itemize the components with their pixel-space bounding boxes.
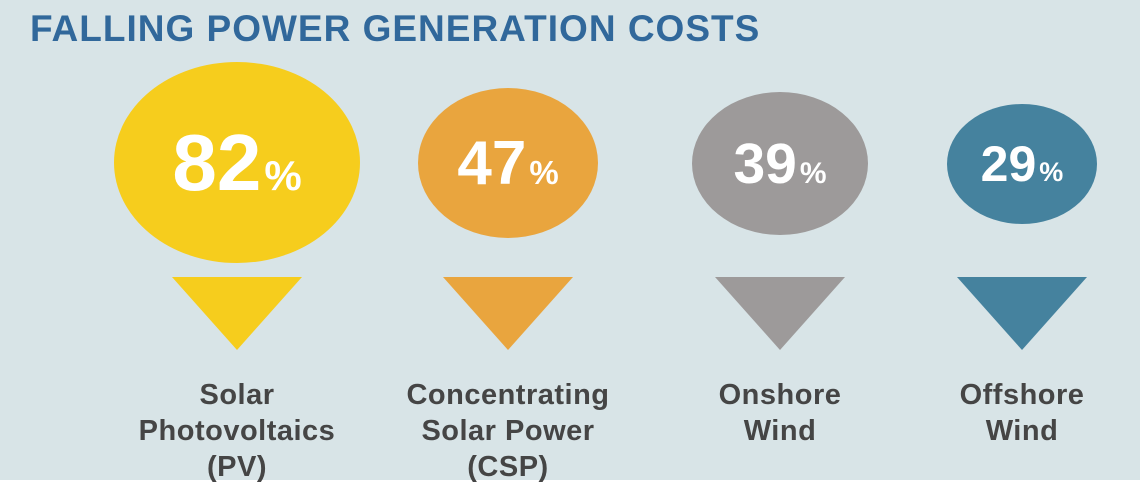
- item-label: Solar Photovoltaics (PV): [97, 377, 377, 485]
- percent-sign: %: [1039, 157, 1064, 187]
- label-line: Photovoltaics: [138, 415, 336, 447]
- bubble-csp: 47%: [418, 88, 598, 238]
- label-line: (CSP): [467, 451, 549, 483]
- percent-sign: %: [264, 151, 302, 199]
- bubble-onshore-wind: 39%: [692, 92, 868, 235]
- item-solar-pv: 82% Solar Photovoltaics (PV): [97, 0, 377, 483]
- item-label: Offshore Wind: [882, 377, 1140, 449]
- item-csp: 47% Concentrating Solar Power (CSP): [368, 0, 648, 483]
- label-line: Concentrating: [406, 379, 610, 411]
- percent-text: 29%: [981, 135, 1064, 193]
- item-label: Onshore Wind: [640, 377, 920, 449]
- item-onshore-wind: 39% Onshore Wind: [640, 0, 920, 480]
- down-arrow-icon: [443, 277, 573, 350]
- item-offshore-wind: 29% Offshore Wind: [882, 0, 1140, 480]
- percent-sign: %: [799, 156, 827, 190]
- percent-text: 82%: [172, 117, 301, 209]
- percent-value: 29: [980, 136, 1037, 192]
- percent-sign: %: [529, 153, 559, 191]
- down-arrow-icon: [172, 277, 302, 350]
- down-arrow-icon: [957, 277, 1087, 350]
- chart-title: FALLING POWER GENERATION COSTS: [30, 8, 761, 49]
- percent-text: 47%: [457, 128, 558, 199]
- percent-text: 39%: [733, 131, 826, 197]
- label-line: Wind: [743, 415, 817, 447]
- bubble-offshore-wind: 29%: [947, 104, 1097, 224]
- down-arrow-icon: [715, 277, 845, 350]
- label-line: Solar Power: [421, 415, 595, 447]
- percent-value: 47: [457, 128, 527, 198]
- percent-value: 39: [733, 131, 797, 196]
- item-label: Concentrating Solar Power (CSP): [368, 377, 648, 485]
- bubble-solar-pv: 82%: [114, 62, 360, 263]
- label-line: Offshore: [959, 379, 1085, 411]
- percent-value: 82: [172, 117, 262, 207]
- label-line: (PV): [207, 451, 267, 483]
- label-line: Onshore: [718, 379, 842, 411]
- label-line: Solar: [199, 379, 275, 411]
- label-line: Wind: [985, 415, 1059, 447]
